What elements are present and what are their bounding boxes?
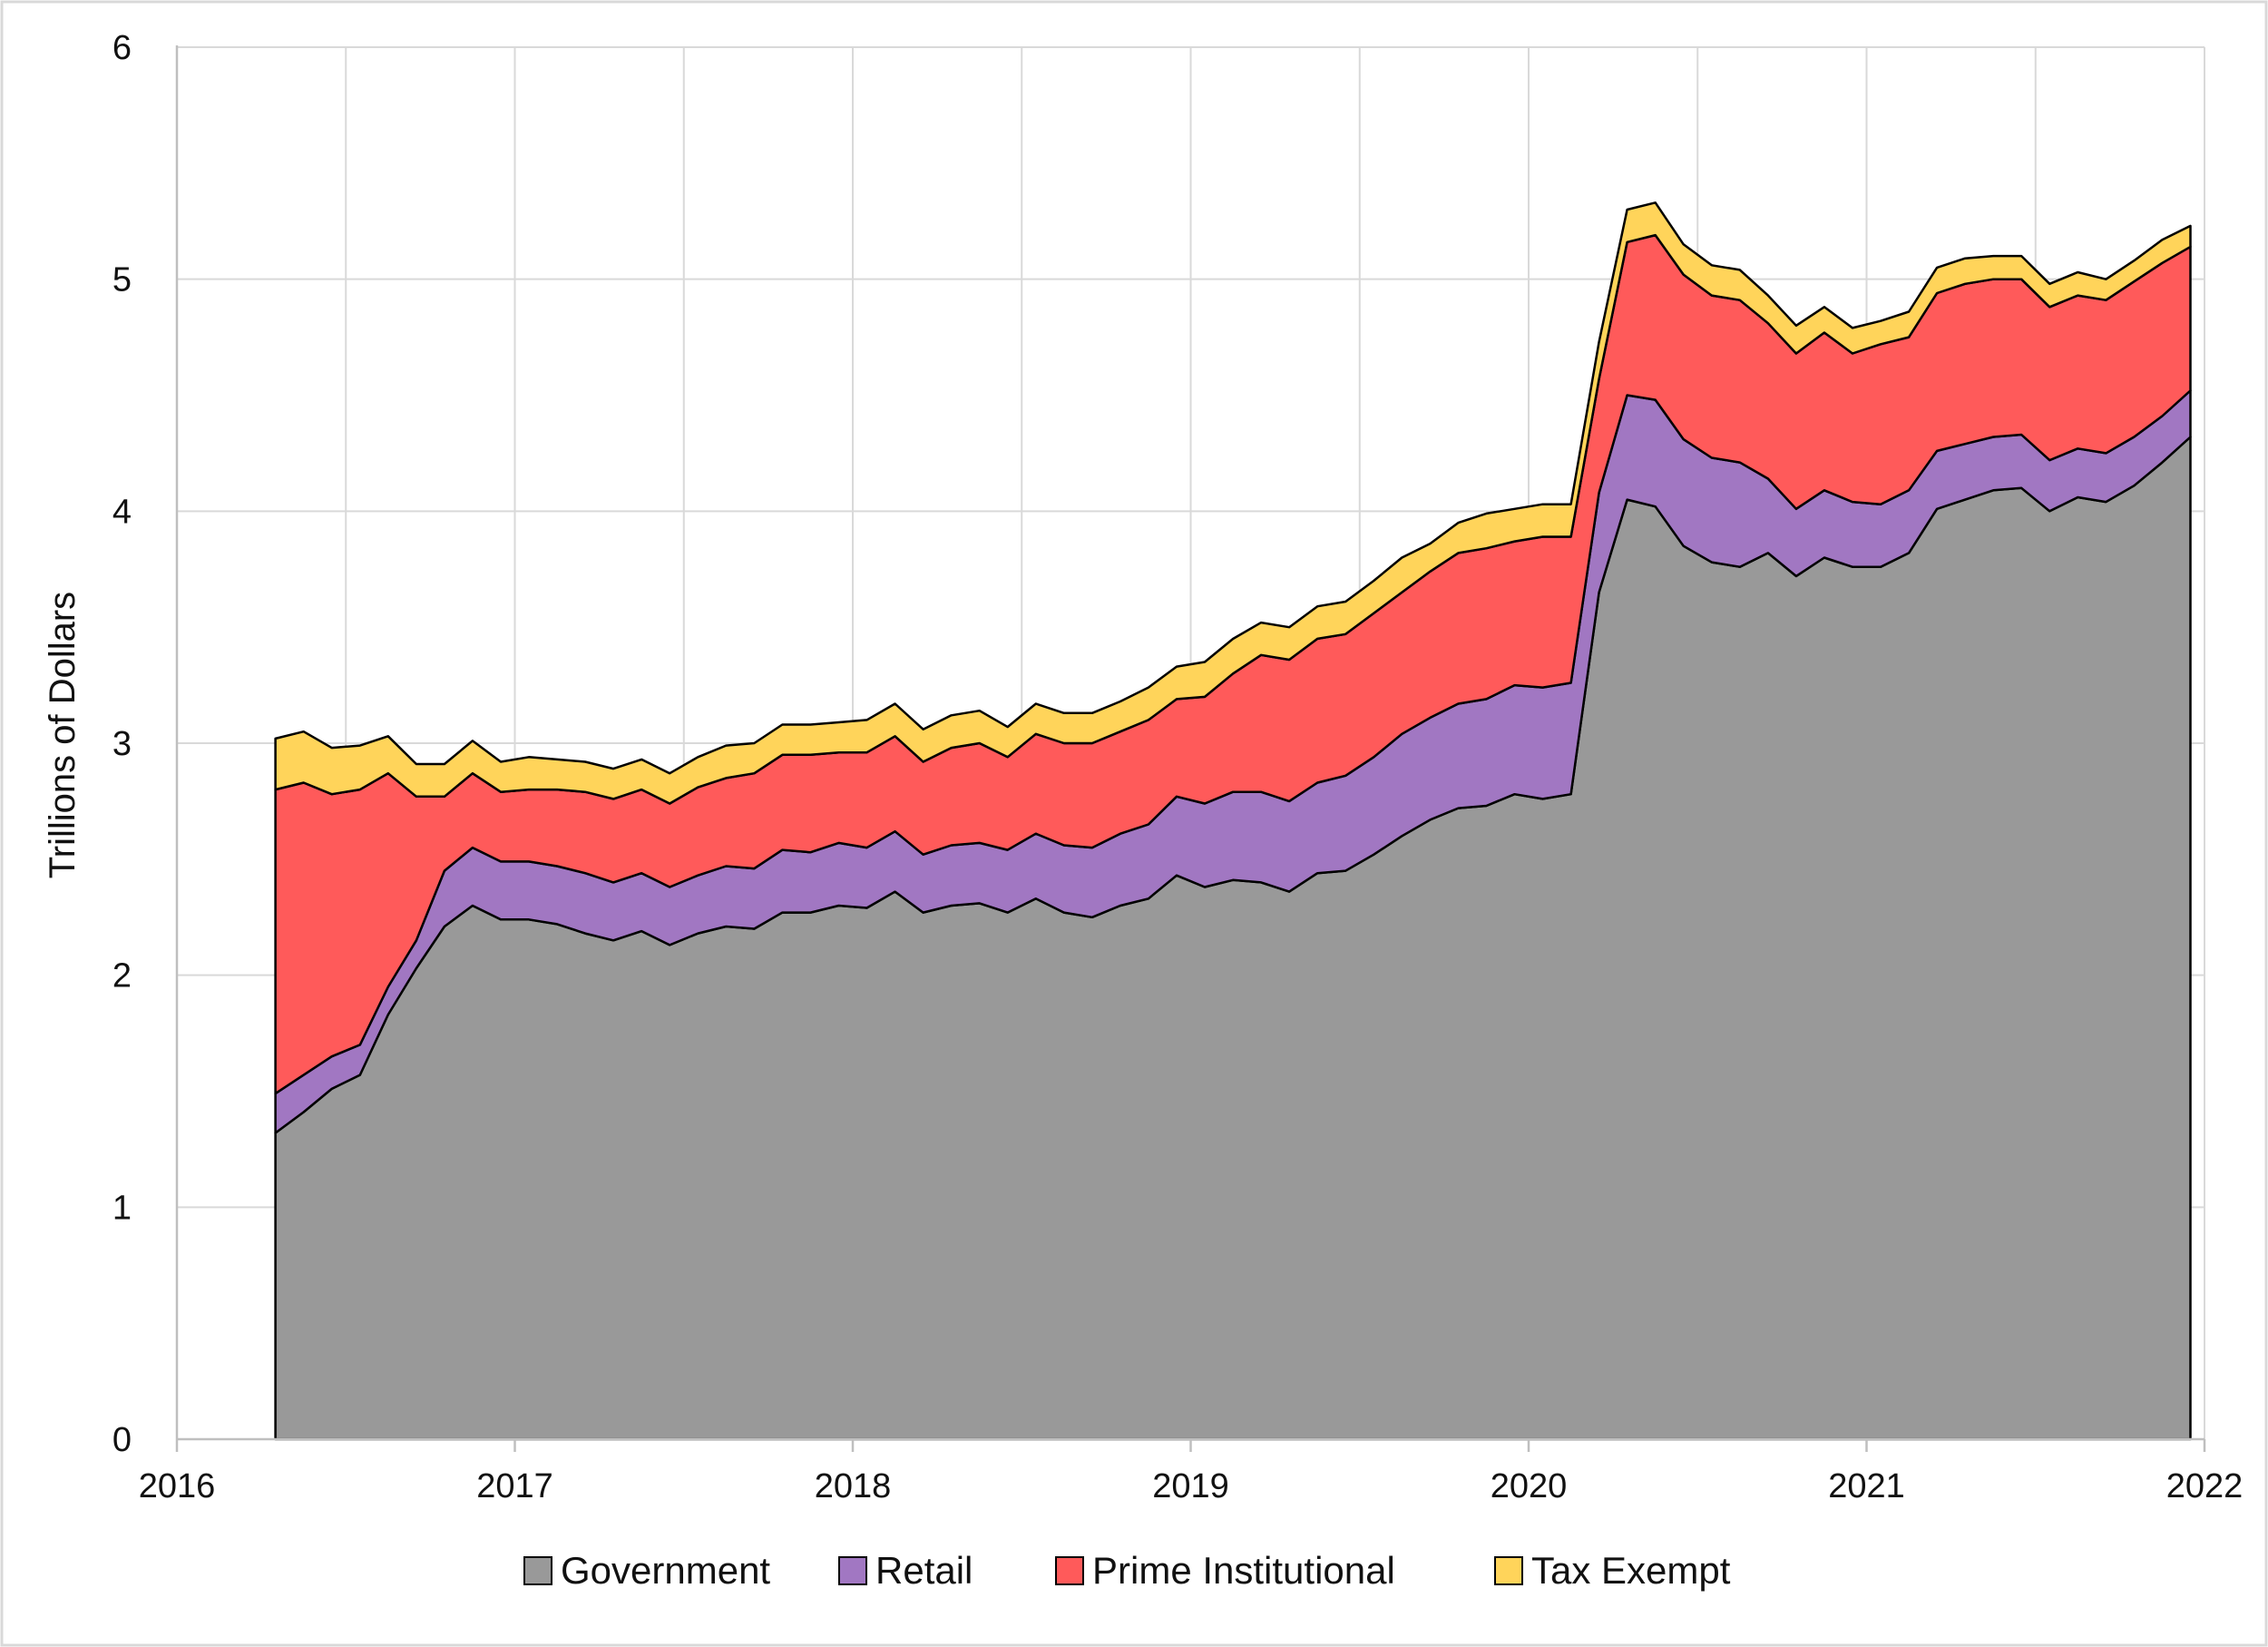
area-tax-exempt bbox=[274, 201, 2192, 805]
legend-swatch-prime-institutional bbox=[1055, 1556, 1084, 1585]
x-tick-label: 2020 bbox=[1491, 1467, 1568, 1505]
x-tick-label: 2021 bbox=[1828, 1467, 1905, 1505]
legend-label: Prime Institutional bbox=[1092, 1549, 1395, 1592]
axes bbox=[175, 45, 2206, 1452]
x-tick-label: 2017 bbox=[476, 1467, 553, 1505]
y-tick-label: 3 bbox=[112, 725, 132, 763]
legend-swatch-government bbox=[523, 1556, 552, 1585]
legend-swatch-retail bbox=[838, 1556, 867, 1585]
y-tick-labels: 0 1 2 3 4 5 6 bbox=[112, 29, 132, 1459]
legend-item-prime-institutional: Prime Institutional bbox=[1055, 1549, 1395, 1592]
x-tick-label: 2018 bbox=[815, 1467, 892, 1505]
x-tick-labels: 2016 2017 2018 2019 2020 2021 2022 bbox=[139, 1467, 2244, 1505]
y-tick-label: 2 bbox=[112, 957, 132, 995]
legend-swatch-tax-exempt bbox=[1494, 1556, 1523, 1585]
legend-item-government: Government bbox=[523, 1549, 770, 1592]
y-tick-label: 0 bbox=[112, 1421, 132, 1459]
legend: Government Retail Prime Institutional Tax E… bbox=[523, 1549, 1731, 1592]
legend-label: Government bbox=[561, 1549, 770, 1592]
x-tick-label: 2022 bbox=[2166, 1467, 2244, 1505]
legend-label: Tax Exempt bbox=[1531, 1549, 1731, 1592]
y-axis-label: Trillions of Dollars bbox=[43, 592, 83, 878]
y-tick-label: 1 bbox=[112, 1189, 132, 1227]
legend-item-tax-exempt: Tax Exempt bbox=[1494, 1549, 1731, 1592]
y-tick-label: 4 bbox=[112, 493, 132, 531]
area-series bbox=[274, 201, 2192, 1441]
x-tick-label: 2019 bbox=[1152, 1467, 1229, 1505]
x-tick-label: 2016 bbox=[139, 1467, 216, 1505]
y-tick-label: 5 bbox=[112, 261, 132, 299]
y-tick-label: 6 bbox=[112, 29, 132, 67]
legend-label: Retail bbox=[875, 1549, 973, 1592]
legend-item-retail: Retail bbox=[838, 1549, 973, 1592]
